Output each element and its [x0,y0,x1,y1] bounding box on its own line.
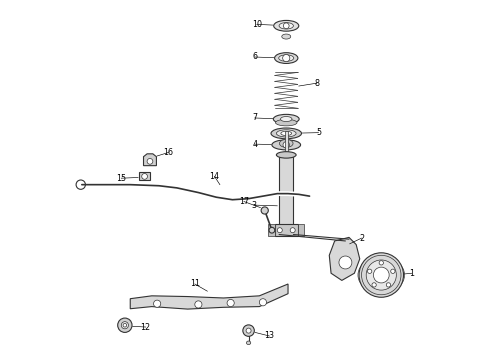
Text: 16: 16 [164,148,173,157]
Polygon shape [329,237,360,280]
Bar [274,224,298,237]
Ellipse shape [246,341,251,345]
Text: 6: 6 [252,53,257,62]
Circle shape [339,256,352,269]
Circle shape [283,141,290,148]
Circle shape [261,207,269,214]
Ellipse shape [275,120,297,126]
Text: 15: 15 [116,174,126,183]
Circle shape [227,300,234,307]
Text: 3: 3 [251,201,256,210]
Text: 17: 17 [239,197,249,206]
Circle shape [277,228,282,233]
Circle shape [290,228,295,233]
Circle shape [195,301,202,308]
Bar [139,172,150,180]
Ellipse shape [274,21,299,31]
Polygon shape [268,224,274,237]
Circle shape [386,283,391,287]
Ellipse shape [281,131,292,135]
Circle shape [283,23,289,29]
Circle shape [153,300,161,307]
Bar [285,131,288,158]
Text: 10: 10 [252,20,262,29]
Text: 5: 5 [316,128,321,137]
Text: 8: 8 [314,79,319,88]
Polygon shape [130,284,288,309]
Ellipse shape [274,53,298,63]
Text: 4: 4 [252,140,257,149]
Text: 14: 14 [210,172,220,181]
Text: 2: 2 [359,234,364,243]
Circle shape [246,328,251,333]
Bar [279,155,294,226]
Text: 7: 7 [252,113,257,122]
Text: 13: 13 [265,332,274,341]
Circle shape [259,299,267,306]
Circle shape [373,267,389,283]
Text: 12: 12 [141,323,151,332]
Text: 11: 11 [190,279,200,288]
Circle shape [123,323,126,327]
Ellipse shape [271,128,301,139]
Circle shape [269,227,275,233]
Circle shape [118,318,132,332]
Circle shape [142,174,147,179]
Circle shape [147,158,153,164]
Circle shape [243,325,254,336]
Text: 1: 1 [409,269,414,278]
Ellipse shape [279,23,294,29]
Circle shape [122,321,128,329]
Circle shape [368,269,372,273]
Circle shape [76,180,85,189]
Ellipse shape [279,55,294,61]
Circle shape [391,269,395,273]
Ellipse shape [272,140,300,150]
Circle shape [379,261,383,265]
Ellipse shape [273,114,299,124]
Circle shape [283,54,290,62]
Ellipse shape [279,139,293,147]
Polygon shape [144,154,156,166]
Circle shape [372,283,376,287]
Ellipse shape [282,34,291,39]
Polygon shape [298,224,304,237]
Ellipse shape [276,130,296,137]
Circle shape [359,253,403,297]
Ellipse shape [280,117,292,122]
Circle shape [366,260,396,290]
Ellipse shape [276,152,296,158]
